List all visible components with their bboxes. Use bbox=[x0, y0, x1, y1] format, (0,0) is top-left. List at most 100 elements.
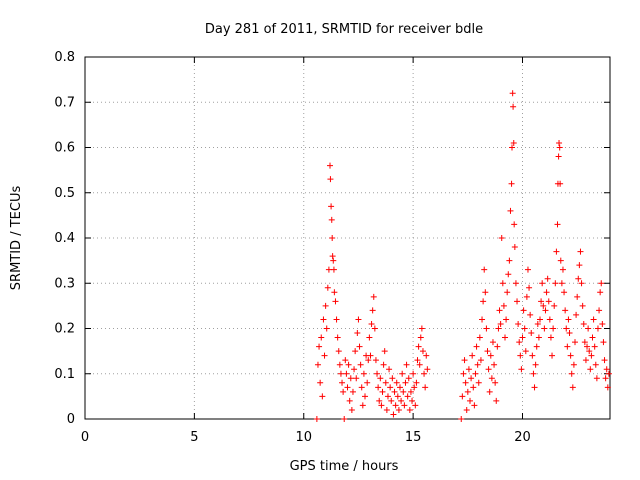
data-point bbox=[474, 361, 481, 368]
data-point bbox=[527, 311, 534, 318]
data-point bbox=[580, 320, 587, 327]
data-point bbox=[502, 334, 508, 341]
data-point bbox=[563, 325, 570, 332]
data-point bbox=[415, 343, 422, 350]
data-point bbox=[402, 379, 409, 386]
data-point bbox=[344, 384, 351, 391]
data-point bbox=[557, 257, 564, 264]
data-point bbox=[370, 293, 377, 300]
data-point bbox=[327, 176, 334, 183]
data-point bbox=[515, 320, 522, 327]
data-point bbox=[544, 275, 551, 282]
data-point bbox=[313, 416, 320, 422]
data-point bbox=[520, 307, 527, 314]
data-point bbox=[566, 330, 573, 337]
data-point bbox=[472, 370, 479, 377]
data-point bbox=[323, 325, 330, 332]
data-point bbox=[376, 397, 383, 404]
data-point bbox=[579, 302, 586, 309]
data-point bbox=[507, 207, 514, 214]
x-tick-label: 10 bbox=[295, 430, 312, 445]
data-point bbox=[498, 235, 505, 241]
data-point bbox=[531, 384, 538, 391]
y-tick-label: 0.3 bbox=[54, 276, 75, 291]
data-point bbox=[572, 339, 578, 346]
data-point bbox=[462, 379, 469, 386]
data-point bbox=[407, 388, 414, 395]
data-point bbox=[356, 343, 363, 350]
data-point bbox=[399, 370, 406, 377]
data-point bbox=[588, 352, 595, 359]
data-point bbox=[392, 402, 399, 409]
data-point bbox=[375, 384, 382, 391]
data-point bbox=[342, 357, 349, 364]
data-point bbox=[528, 330, 535, 337]
x-tick-label: 5 bbox=[190, 430, 198, 445]
data-point bbox=[484, 348, 491, 355]
data-point bbox=[469, 352, 476, 359]
data-point bbox=[584, 343, 591, 350]
data-point bbox=[346, 397, 353, 404]
data-point bbox=[371, 325, 378, 332]
data-point bbox=[492, 379, 499, 386]
data-point bbox=[330, 257, 337, 264]
y-tick-label: 0.5 bbox=[54, 186, 75, 201]
data-point bbox=[421, 370, 428, 377]
x-tick-label: 20 bbox=[514, 430, 531, 445]
data-point bbox=[521, 325, 528, 332]
data-point bbox=[550, 325, 557, 332]
data-point bbox=[542, 307, 549, 314]
data-point bbox=[377, 375, 384, 382]
data-point bbox=[372, 357, 379, 364]
data-point bbox=[388, 397, 395, 404]
data-point bbox=[391, 388, 398, 395]
data-point bbox=[322, 302, 329, 309]
data-point bbox=[491, 361, 498, 368]
data-point bbox=[414, 357, 421, 364]
data-point bbox=[333, 316, 340, 323]
data-point bbox=[411, 384, 418, 391]
data-point bbox=[347, 375, 354, 382]
data-point bbox=[599, 320, 606, 327]
data-point bbox=[509, 144, 515, 151]
data-point bbox=[555, 153, 562, 160]
data-point bbox=[320, 316, 327, 323]
data-point bbox=[509, 90, 516, 97]
data-point bbox=[482, 289, 489, 296]
y-tick-label: 0.2 bbox=[54, 322, 75, 337]
data-point bbox=[412, 402, 419, 409]
data-point bbox=[365, 357, 372, 364]
data-point bbox=[604, 384, 611, 391]
data-point bbox=[324, 284, 331, 291]
data-point bbox=[404, 393, 411, 400]
data-point bbox=[476, 334, 483, 341]
data-point bbox=[593, 375, 600, 382]
data-point bbox=[546, 316, 553, 323]
data-point bbox=[510, 139, 517, 146]
data-point bbox=[576, 262, 583, 269]
data-point bbox=[594, 325, 601, 332]
data-point bbox=[348, 406, 355, 413]
data-point bbox=[537, 316, 543, 323]
data-point bbox=[574, 293, 581, 300]
data-point bbox=[523, 293, 530, 300]
data-point bbox=[516, 339, 523, 346]
data-point bbox=[470, 384, 477, 391]
data-point bbox=[390, 411, 397, 418]
data-point bbox=[473, 343, 480, 350]
data-point bbox=[330, 266, 337, 273]
data-point bbox=[538, 298, 545, 305]
data-point bbox=[499, 280, 506, 287]
data-point bbox=[488, 375, 495, 382]
data-point bbox=[567, 352, 574, 359]
data-point bbox=[552, 280, 559, 287]
data-point bbox=[511, 244, 518, 251]
data-point bbox=[384, 393, 391, 400]
data-point bbox=[494, 343, 501, 350]
data-point bbox=[349, 388, 356, 395]
data-point bbox=[334, 334, 341, 341]
data-point bbox=[535, 334, 542, 341]
data-point bbox=[485, 366, 492, 373]
x-axis-label: GPS time / hours bbox=[290, 459, 399, 474]
